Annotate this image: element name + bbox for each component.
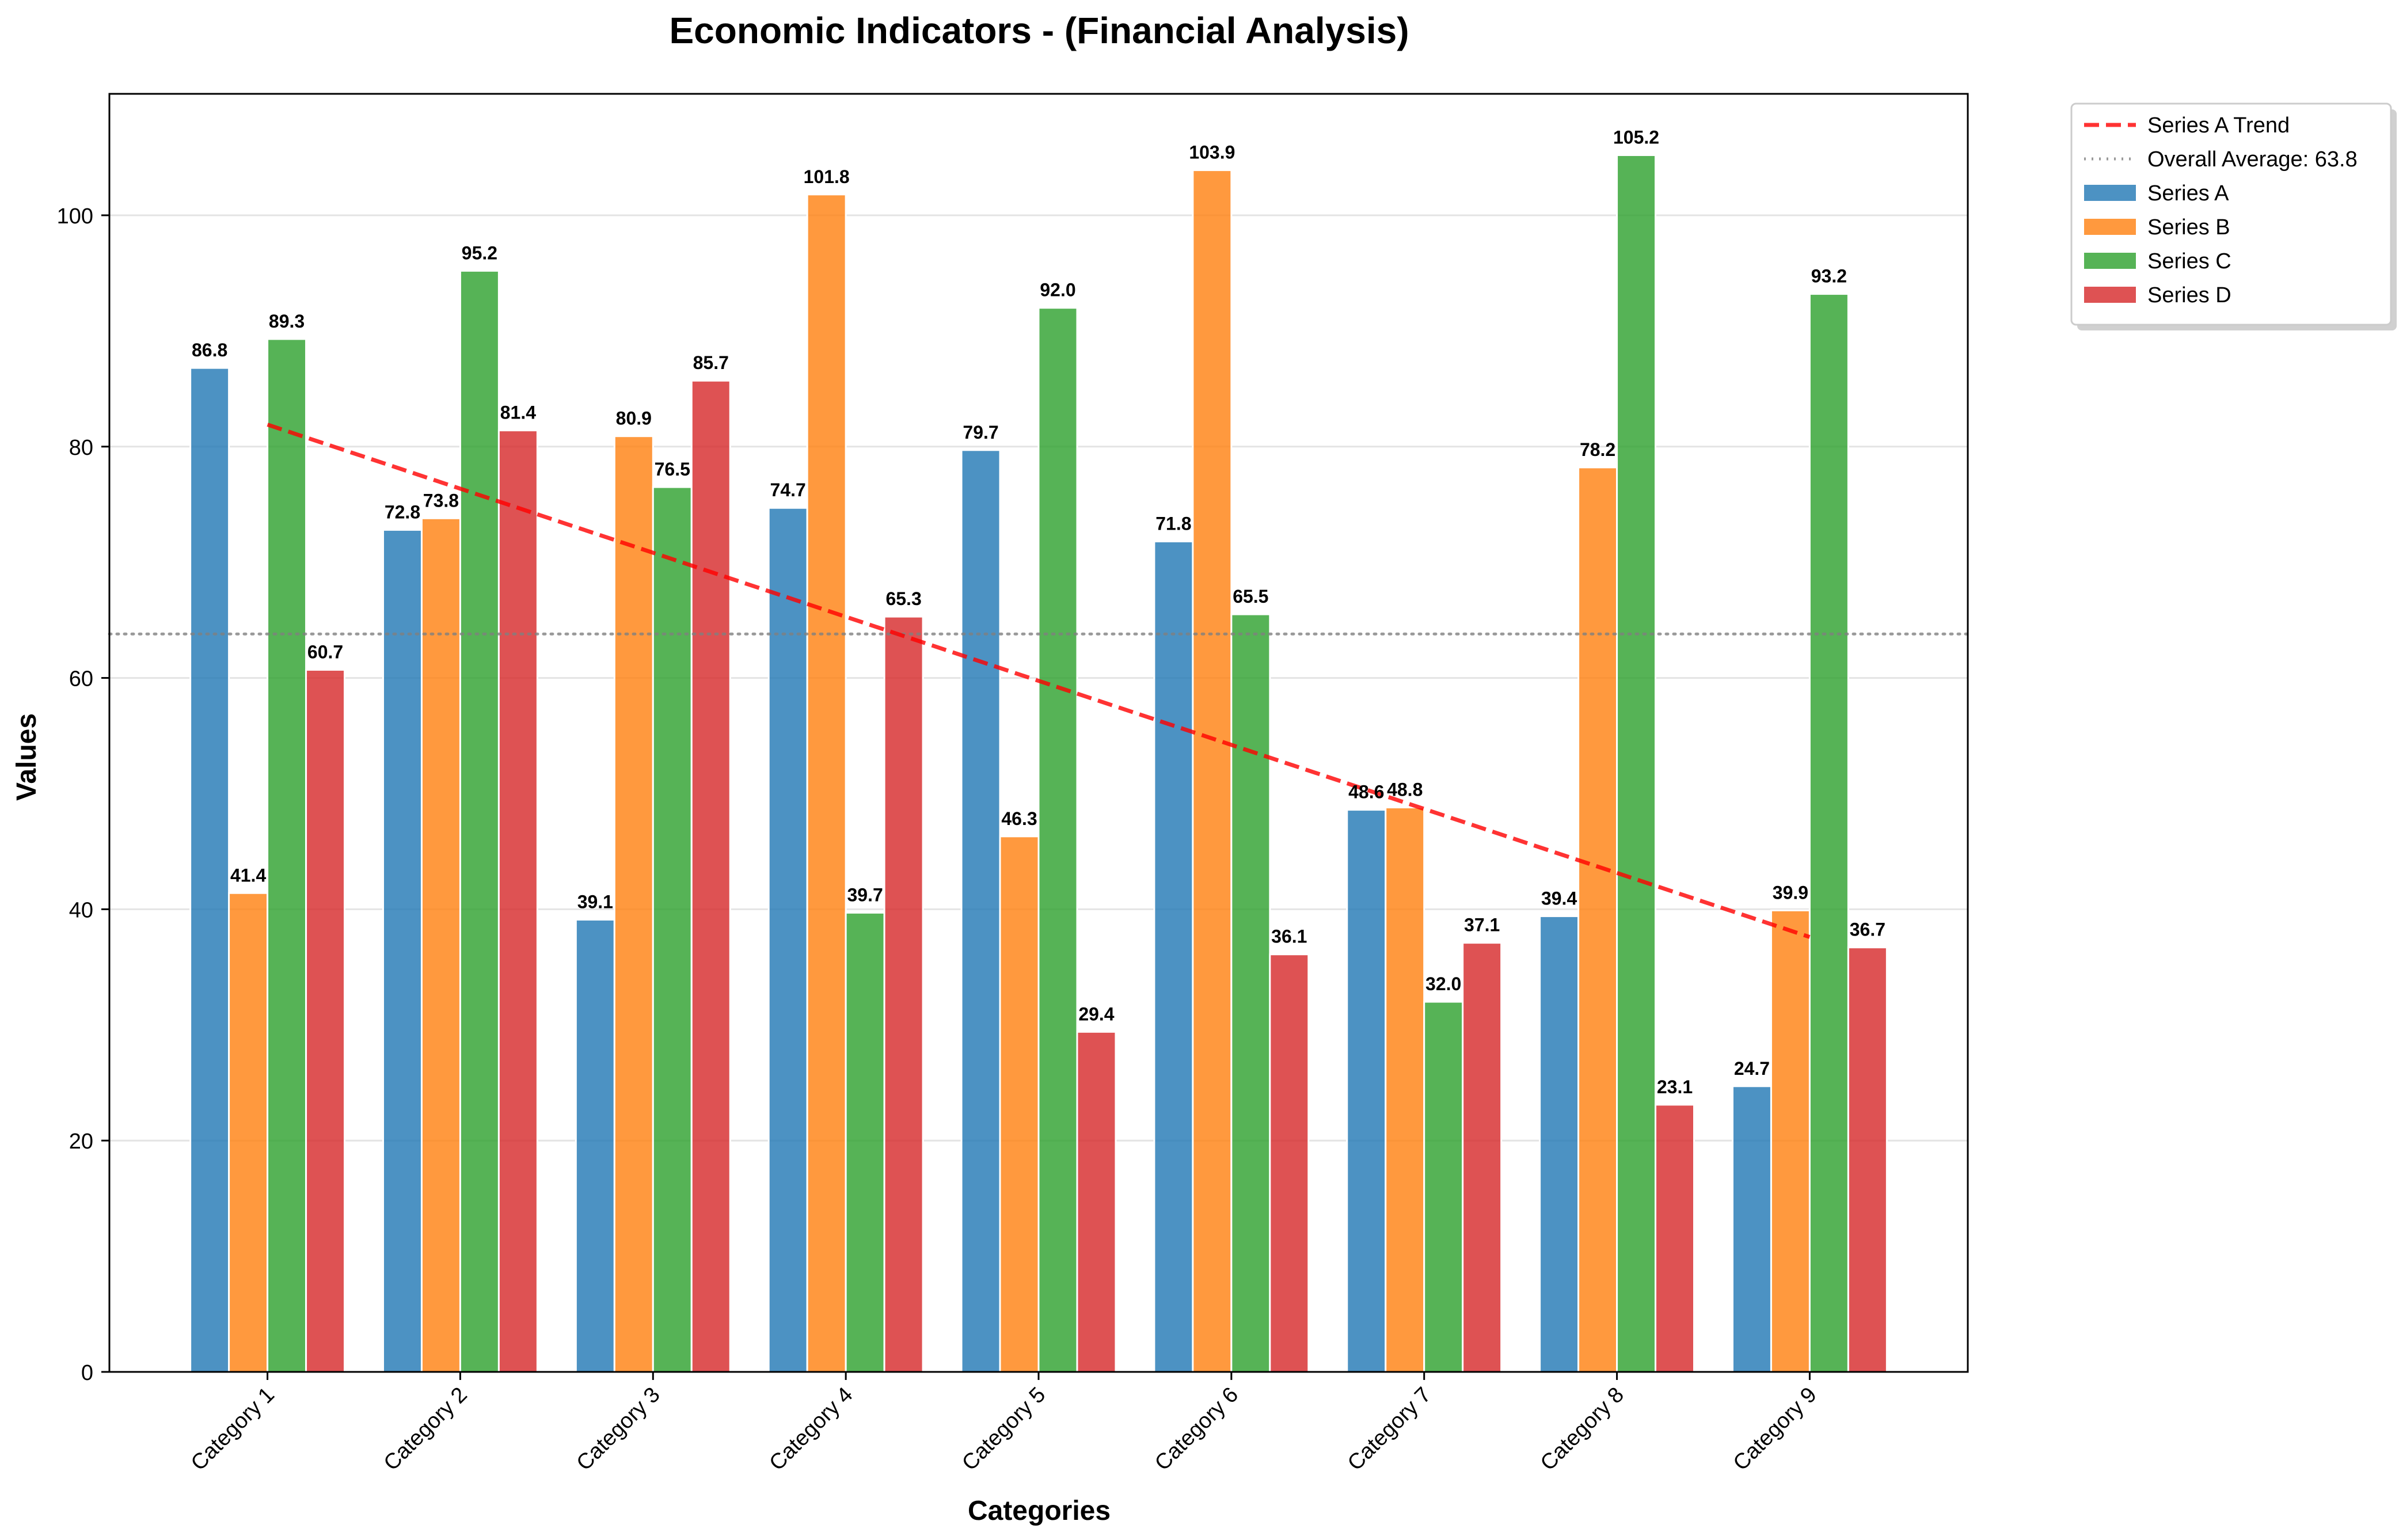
- bar: [1346, 809, 1387, 1373]
- legend-box: [2070, 102, 2392, 326]
- bar: [767, 507, 808, 1373]
- bar: [806, 193, 847, 1373]
- bar-value-label: 36.1: [1271, 926, 1307, 947]
- bar: [1076, 1031, 1117, 1373]
- overlay-lines: [108, 423, 1970, 939]
- y-tick-label: 20: [69, 1130, 93, 1154]
- bar-value-label: 78.2: [1580, 439, 1615, 460]
- legend-color-swatch: [2084, 185, 2136, 201]
- legend-color-swatch: [2084, 287, 2136, 303]
- bar-value-label: 39.1: [577, 891, 613, 912]
- legend-label: Series C: [2147, 249, 2231, 273]
- bar-value-labels: 86.8 72.8 39.1 74.7 79.7 71.8 48.6 39.4 24.7 41.4…: [192, 127, 1885, 1097]
- bar-value-label: 32.0: [1425, 974, 1461, 994]
- bar-value-label: 29.4: [1078, 1003, 1114, 1024]
- bar: [1153, 541, 1194, 1373]
- y-tick-label: 0: [81, 1361, 93, 1385]
- bar-value-label: 65.5: [1233, 586, 1268, 607]
- bar: [1616, 154, 1657, 1373]
- bar-value-label: 76.5: [655, 459, 690, 480]
- bar-value-label: 103.9: [1189, 142, 1235, 163]
- bar: [960, 449, 1001, 1373]
- bar: [228, 892, 269, 1373]
- bar: [1539, 915, 1580, 1373]
- bar: [1655, 1104, 1695, 1373]
- bar: [267, 338, 307, 1373]
- x-axis-label: Categories: [968, 1496, 1111, 1526]
- bar-value-label: 80.9: [616, 408, 652, 429]
- y-tick-label: 100: [57, 204, 93, 229]
- bar: [420, 517, 461, 1373]
- bar: [1269, 953, 1310, 1373]
- bar: [999, 835, 1040, 1373]
- bar-value-label: 85.7: [693, 352, 729, 373]
- chart-title: Economic Indicators - (Financial Analysi…: [669, 10, 1409, 51]
- bar-value-label: 46.3: [1001, 808, 1037, 829]
- y-tick-label: 60: [69, 667, 93, 691]
- bar: [1577, 466, 1618, 1373]
- bar-value-label: 23.1: [1657, 1077, 1693, 1097]
- bar-value-label: 65.3: [885, 588, 921, 609]
- bar: [1770, 909, 1811, 1373]
- bar: [189, 367, 230, 1373]
- legend-color-swatch: [2084, 219, 2136, 235]
- bar-value-label: 60.7: [307, 642, 343, 663]
- bar: [1037, 307, 1078, 1373]
- y-tick-label: 40: [69, 898, 93, 922]
- legend-label: Series A Trend: [2147, 113, 2290, 138]
- bar-value-label: 101.8: [804, 166, 850, 187]
- bar: [1385, 807, 1425, 1373]
- bar: [652, 486, 693, 1373]
- legend-label: Series B: [2147, 215, 2230, 239]
- bar: [883, 615, 924, 1373]
- bar-value-label: 105.2: [1613, 127, 1659, 147]
- bar: [845, 911, 885, 1373]
- bar-value-label: 71.8: [1155, 514, 1191, 534]
- bar: [575, 918, 615, 1373]
- bar: [459, 269, 500, 1373]
- bar-value-label: 92.0: [1040, 280, 1075, 301]
- bar: [1731, 1085, 1772, 1373]
- bar: [690, 379, 731, 1373]
- bar-value-label: 37.1: [1464, 915, 1500, 936]
- bar: [305, 669, 346, 1373]
- legend-label: Overall Average: 63.8: [2147, 147, 2358, 172]
- bar-value-label: 79.7: [963, 422, 998, 443]
- legend[interactable]: Series A Trend Overall Average: 63.8 Serie…: [2070, 102, 2397, 330]
- bar-value-label: 39.9: [1773, 882, 1808, 903]
- legend-color-swatch: [2084, 253, 2136, 269]
- bar-value-label: 39.4: [1541, 888, 1577, 908]
- bar: [382, 528, 423, 1373]
- bar: [1462, 942, 1503, 1373]
- bar: [613, 435, 654, 1373]
- y-axis-label: Values: [12, 713, 42, 801]
- bar: [1423, 1001, 1464, 1373]
- bar-value-label: 36.7: [1850, 919, 1885, 940]
- bar: [1192, 169, 1233, 1373]
- y-tick-label: 80: [69, 436, 93, 460]
- bar-value-label: 39.7: [847, 884, 883, 905]
- bar-value-label: 48.6: [1348, 782, 1384, 803]
- bar-value-label: 86.8: [192, 340, 227, 360]
- bar-value-label: 41.4: [230, 865, 266, 885]
- legend-label: Series A: [2147, 181, 2229, 206]
- bar-value-label: 72.8: [385, 501, 420, 522]
- bar: [497, 429, 538, 1373]
- legend-label: Series D: [2147, 283, 2231, 307]
- bar-value-label: 95.2: [462, 242, 497, 263]
- bar-value-label: 48.8: [1387, 779, 1423, 800]
- bar-value-label: 73.8: [423, 490, 459, 511]
- bar: [1808, 293, 1849, 1373]
- bar: [1230, 613, 1271, 1373]
- bar-value-label: 81.4: [500, 402, 536, 423]
- bar-value-label: 93.2: [1811, 266, 1847, 287]
- bar-value-label: 89.3: [269, 311, 305, 332]
- trend-line: [267, 423, 1811, 939]
- bar-value-label: 74.7: [770, 480, 806, 500]
- bar: [1847, 946, 1888, 1373]
- bar-value-label: 24.7: [1734, 1058, 1770, 1079]
